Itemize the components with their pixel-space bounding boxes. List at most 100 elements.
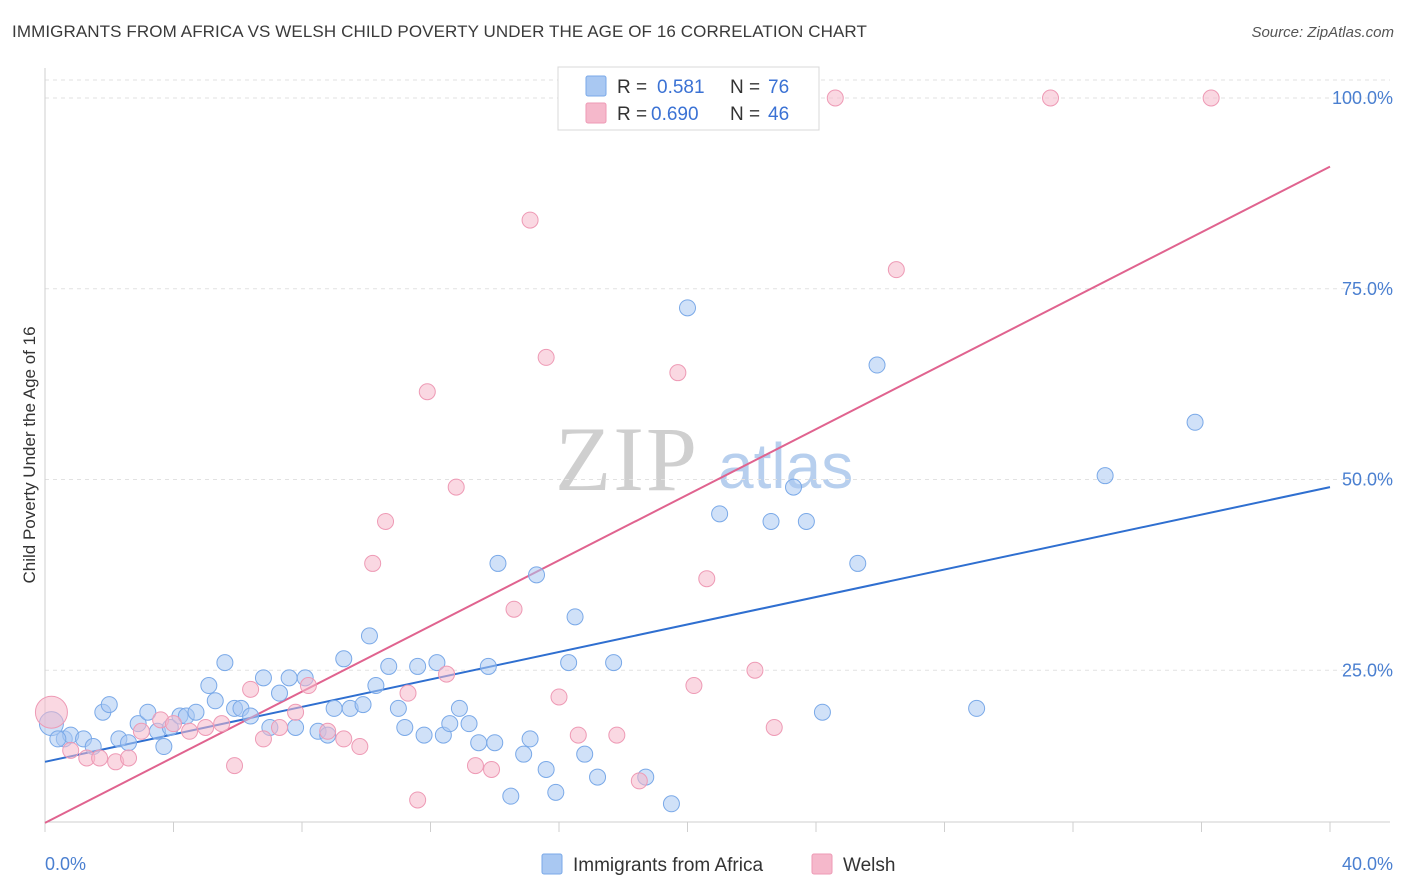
bottom-legend: Immigrants from Africa Welsh (541, 853, 895, 876)
point-africa (785, 478, 803, 496)
point-africa (354, 696, 372, 714)
point-welsh (630, 772, 648, 790)
point-welsh (521, 211, 539, 229)
point-africa (560, 654, 578, 672)
point-welsh (1202, 89, 1220, 107)
point-africa (389, 699, 407, 717)
watermark-atlas: atlas (718, 430, 853, 502)
point-welsh (335, 730, 353, 748)
legend-r-label-africa: R = (617, 77, 647, 98)
legend-swatch-welsh (585, 102, 607, 124)
point-welsh (569, 726, 587, 744)
legend-n-label-africa: N = (730, 77, 760, 98)
point-africa (576, 745, 594, 763)
point-welsh (608, 726, 626, 744)
point-africa (537, 760, 555, 778)
point-africa (187, 703, 205, 721)
point-welsh (746, 661, 764, 679)
point-africa (200, 677, 218, 695)
legend-n-label-welsh: N = (730, 104, 760, 125)
chart-title: IMMIGRANTS FROM AFRICA VS WELSH CHILD PO… (12, 22, 867, 41)
point-africa (216, 654, 234, 672)
point-welsh (826, 89, 844, 107)
bottom-legend-label-welsh: Welsh (843, 855, 895, 876)
trend-line-africa (44, 486, 1331, 763)
point-africa (367, 677, 385, 695)
point-welsh (669, 364, 687, 382)
point-africa (441, 715, 459, 733)
point-welsh (483, 760, 501, 778)
point-welsh (698, 570, 716, 588)
point-africa (335, 650, 353, 668)
point-welsh (91, 749, 109, 767)
legend-n-value-welsh: 46 (768, 104, 789, 125)
point-africa (502, 787, 520, 805)
point-africa (1096, 467, 1114, 485)
point-welsh (399, 684, 417, 702)
point-welsh (213, 715, 231, 733)
point-africa (271, 684, 289, 702)
data-points (34, 89, 1220, 813)
point-africa (968, 699, 986, 717)
point-africa (470, 734, 488, 752)
point-africa (254, 669, 272, 687)
point-africa (1186, 413, 1204, 431)
x-tick-label: 40.0% (1342, 854, 1393, 874)
point-africa (460, 715, 478, 733)
y-tick-label: 25.0% (1342, 660, 1393, 680)
point-africa (849, 554, 867, 572)
point-welsh (197, 718, 215, 736)
point-africa (380, 657, 398, 675)
point-welsh (550, 688, 568, 706)
point-welsh (165, 715, 182, 733)
point-africa (450, 699, 468, 717)
point-africa (762, 512, 780, 530)
point-welsh (319, 722, 337, 740)
watermark-zip: ZIP (555, 408, 699, 510)
point-africa (486, 734, 504, 752)
grid-lines (45, 79, 1390, 671)
point-welsh (299, 677, 317, 695)
point-welsh (351, 738, 369, 756)
point-africa (242, 707, 260, 725)
point-africa (206, 692, 224, 710)
point-welsh (887, 261, 905, 279)
point-africa (868, 356, 886, 374)
point-africa (528, 566, 546, 584)
point-africa (605, 654, 623, 672)
point-welsh (271, 718, 289, 736)
point-welsh (466, 757, 484, 775)
bottom-legend-swatch-africa (541, 853, 563, 875)
axes (44, 68, 1390, 832)
x-tick-labels: 0.0% 40.0% (45, 854, 1393, 874)
point-africa (589, 768, 607, 786)
legend-r-value-welsh: 0.690 (651, 104, 699, 125)
point-africa (120, 734, 138, 752)
point-welsh (418, 383, 436, 401)
point-africa (489, 554, 507, 572)
point-africa (662, 795, 680, 813)
legend-r-value-africa: 0.581 (657, 77, 705, 98)
legend: R = 0.581 N = 76 R = 0.690 N = 46 (557, 66, 820, 131)
point-welsh (34, 695, 68, 729)
point-africa (515, 745, 533, 763)
y-tick-label: 75.0% (1342, 279, 1393, 299)
point-welsh (287, 703, 305, 721)
point-africa (521, 730, 539, 748)
point-africa (325, 699, 343, 717)
point-welsh (1042, 89, 1060, 107)
point-africa (100, 696, 118, 714)
point-welsh (226, 757, 244, 775)
point-welsh (409, 791, 427, 809)
legend-n-value-africa: 76 (768, 77, 789, 98)
x-tick-label: 0.0% (45, 854, 86, 874)
point-africa (711, 505, 729, 523)
point-welsh (132, 722, 150, 740)
point-welsh (685, 677, 703, 695)
point-africa (280, 669, 298, 687)
point-africa (360, 627, 378, 645)
point-welsh (62, 741, 80, 759)
point-welsh (254, 730, 272, 748)
point-welsh (120, 749, 138, 767)
